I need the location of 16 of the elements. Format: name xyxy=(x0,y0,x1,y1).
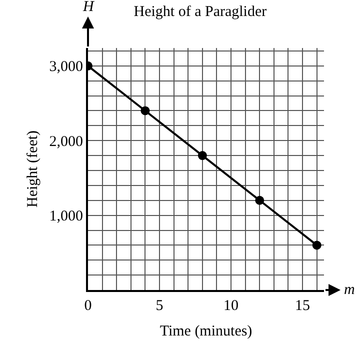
y-tick-label: 3,000 xyxy=(49,59,83,76)
chart-title: Height of a Paraglider xyxy=(134,4,267,20)
point xyxy=(198,151,207,160)
point xyxy=(255,196,264,205)
text: m xyxy=(344,282,355,298)
x-axis-title: Time (minutes) xyxy=(160,324,252,340)
point xyxy=(140,106,150,116)
y-tick-label: 1,000 xyxy=(49,208,83,225)
x-tick-label: 5 xyxy=(156,298,164,314)
x-tick-label: 0 xyxy=(84,298,92,314)
text: H xyxy=(82,0,95,15)
x-tick-label: 10 xyxy=(224,298,239,314)
x-tick-label: 15 xyxy=(295,298,310,314)
y-axis-title: Height (feet) xyxy=(25,130,41,208)
y-tick-label: 2,000 xyxy=(49,134,83,150)
point xyxy=(312,240,322,250)
